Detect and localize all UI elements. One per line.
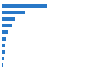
Bar [2,63,3,67]
Bar [2,17,15,21]
Bar [2,37,6,41]
Bar [2,44,5,47]
Bar [2,4,47,8]
Bar [2,30,8,34]
Bar [2,50,5,54]
Bar [2,11,25,14]
Bar [2,24,12,27]
Bar [2,57,4,60]
